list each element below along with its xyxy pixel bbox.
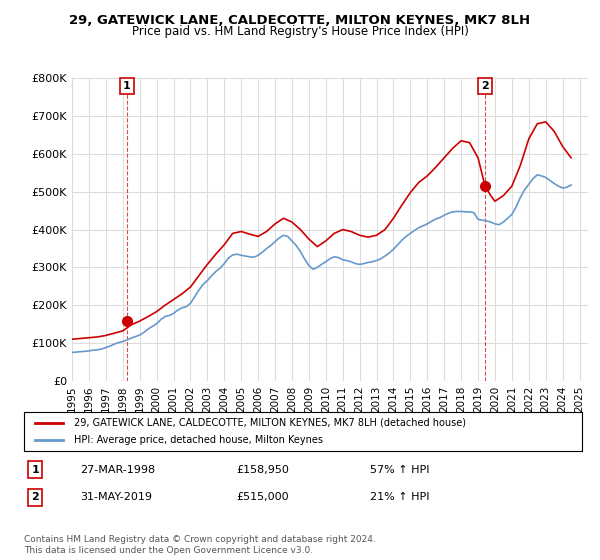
Text: 2: 2	[481, 81, 489, 91]
Text: £158,950: £158,950	[236, 465, 289, 475]
Text: 31-MAY-2019: 31-MAY-2019	[80, 492, 152, 502]
Text: Price paid vs. HM Land Registry's House Price Index (HPI): Price paid vs. HM Land Registry's House …	[131, 25, 469, 38]
Text: 27-MAR-1998: 27-MAR-1998	[80, 465, 155, 475]
Text: 29, GATEWICK LANE, CALDECOTTE, MILTON KEYNES, MK7 8LH (detached house): 29, GATEWICK LANE, CALDECOTTE, MILTON KE…	[74, 418, 466, 428]
Text: 21% ↑ HPI: 21% ↑ HPI	[370, 492, 430, 502]
Text: This data is licensed under the Open Government Licence v3.0.: This data is licensed under the Open Gov…	[24, 546, 313, 555]
Text: HPI: Average price, detached house, Milton Keynes: HPI: Average price, detached house, Milt…	[74, 435, 323, 445]
Text: 1: 1	[31, 465, 39, 475]
Text: 1: 1	[123, 81, 131, 91]
Text: 2: 2	[31, 492, 39, 502]
Text: £515,000: £515,000	[236, 492, 289, 502]
Text: 57% ↑ HPI: 57% ↑ HPI	[370, 465, 430, 475]
Text: Contains HM Land Registry data © Crown copyright and database right 2024.: Contains HM Land Registry data © Crown c…	[24, 535, 376, 544]
Text: 29, GATEWICK LANE, CALDECOTTE, MILTON KEYNES, MK7 8LH: 29, GATEWICK LANE, CALDECOTTE, MILTON KE…	[70, 14, 530, 27]
